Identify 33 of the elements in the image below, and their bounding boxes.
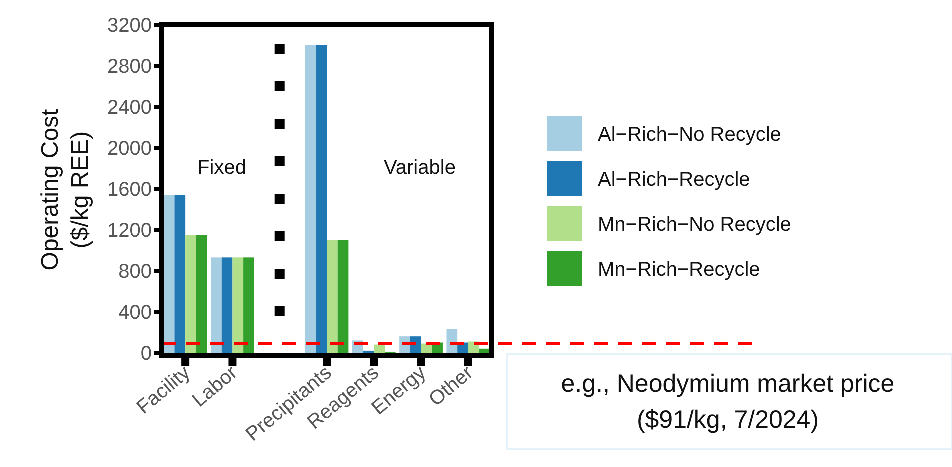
bar — [164, 195, 175, 353]
bar — [222, 258, 233, 353]
y-tick-label: 3200 — [108, 15, 152, 37]
bar — [479, 348, 490, 353]
bar — [174, 195, 186, 353]
annotation: Fixed — [198, 157, 246, 179]
legend-label: Al−Rich−No Recycle — [598, 124, 782, 146]
legend-label: Al−Rich−Recycle — [598, 169, 750, 191]
bar — [327, 240, 338, 353]
bar — [374, 344, 385, 353]
bar — [305, 46, 316, 353]
annotation: Variable — [384, 157, 456, 179]
y-axis-title: Operating Cost ($/kg REE) — [37, 108, 94, 271]
y-tick-label: 400 — [118, 302, 152, 324]
bar — [316, 46, 327, 353]
bar — [186, 235, 196, 353]
y-tick-label: 2400 — [108, 97, 152, 119]
bar — [232, 258, 244, 353]
ref-line-label: e.g., Neodymium market price ($91/kg, 7/2024) — [561, 370, 895, 434]
y-tick-label: 1200 — [108, 220, 152, 242]
bar — [338, 240, 349, 353]
bar — [211, 258, 222, 353]
legend-label: Mn−Rich−Recycle — [598, 259, 760, 281]
y-tick-label: 1600 — [108, 179, 152, 201]
bar — [244, 258, 254, 353]
bar — [410, 336, 422, 353]
y-tick-label: 2000 — [108, 138, 152, 160]
bar — [196, 235, 208, 353]
y-tick-label: 2800 — [108, 56, 152, 78]
bar — [446, 329, 458, 353]
y-tick-label: 0 — [140, 343, 152, 365]
y-tick-label: 800 — [118, 261, 152, 283]
legend-label: Mn−Rich−No Recycle — [598, 214, 792, 236]
